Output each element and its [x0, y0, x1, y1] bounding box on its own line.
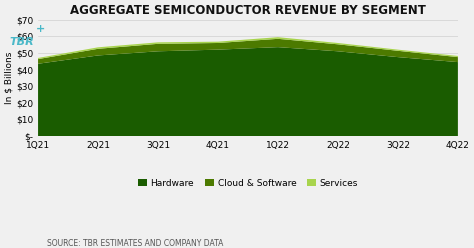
Legend: Hardware, Cloud & Software, Services: Hardware, Cloud & Software, Services — [134, 176, 362, 192]
Text: TBR: TBR — [9, 37, 34, 47]
Text: +: + — [36, 24, 45, 34]
Title: AGGREGATE SEMICONDUCTOR REVENUE BY SEGMENT: AGGREGATE SEMICONDUCTOR REVENUE BY SEGME… — [70, 4, 426, 17]
Text: SOURCE: TBR ESTIMATES AND COMPANY DATA: SOURCE: TBR ESTIMATES AND COMPANY DATA — [47, 239, 224, 248]
Y-axis label: In $ Billions: In $ Billions — [4, 52, 13, 104]
